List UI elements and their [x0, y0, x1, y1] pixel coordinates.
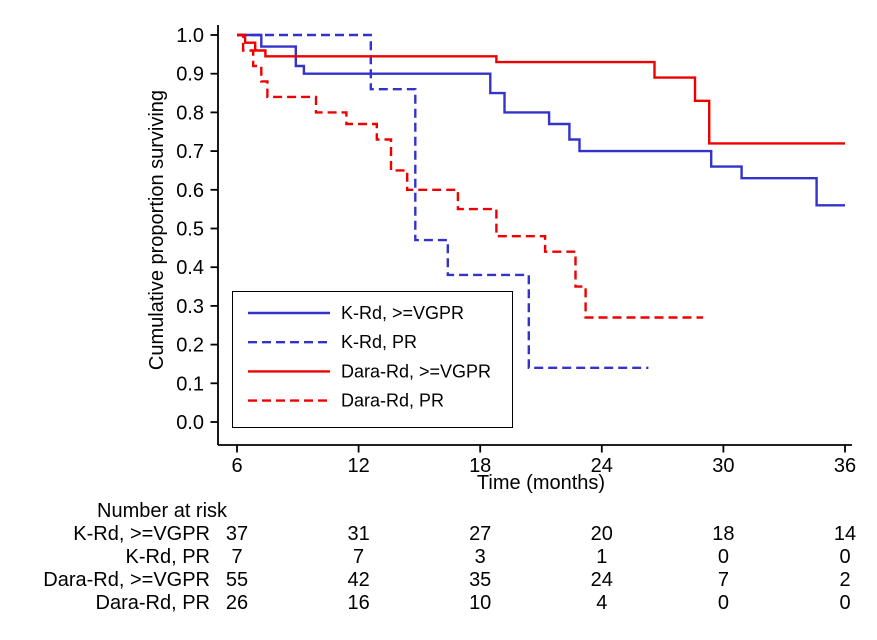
survival-curves-group [237, 33, 845, 369]
risk-count: 37 [225, 523, 249, 545]
risk-count: 35 [469, 569, 492, 591]
risk-count: 1 [596, 546, 608, 568]
risk-count: 7 [717, 569, 729, 591]
risk-count: 7 [231, 546, 243, 568]
risk-count: 10 [469, 592, 492, 614]
x-tick-label: 36 [834, 455, 856, 477]
y-axis-label: Cumulative proportion surviving [146, 90, 168, 370]
risk-count: 14 [833, 523, 857, 545]
x-tick-label: 24 [591, 455, 613, 477]
survival-curve [237, 33, 649, 369]
risk-count: 26 [225, 592, 249, 614]
risk-row-label: K-Rd, >=VGPR [73, 523, 210, 545]
y-tick-label: 0.3 [176, 296, 204, 318]
risk-count: 55 [225, 569, 249, 591]
y-tick-label: 0.0 [176, 412, 204, 434]
risk-row-label: Dara-Rd, >=VGPR [43, 569, 210, 591]
x-tick-label: 12 [347, 455, 369, 477]
x-tick-label: 30 [712, 455, 734, 477]
risk-count: 3 [474, 546, 486, 568]
legend-item-label: Dara-Rd, PR [341, 391, 444, 411]
risk-count: 0 [717, 546, 729, 568]
risk-count: 7 [353, 546, 365, 568]
legend-item-label: Dara-Rd, >=VGPR [341, 361, 491, 381]
risk-count: 4 [596, 592, 608, 614]
risk-table-title: Number at risk [97, 500, 228, 522]
risk-count: 0 [717, 592, 729, 614]
risk-count: 16 [347, 592, 370, 614]
y-tick-label: 1.0 [176, 25, 204, 47]
axes-group: 0.0 0.1 0.2 0.3 0.4 0.5 0.6 0.7 0.8 0.9 1.0 6 12 18 24… [176, 25, 856, 477]
y-tick-label: 0.4 [176, 257, 204, 279]
risk-count: 18 [712, 523, 735, 545]
y-tick-label: 0.9 [176, 64, 204, 86]
y-tick-label: 0.5 [176, 219, 204, 241]
risk-count: 27 [469, 523, 492, 545]
risk-count: 0 [839, 546, 851, 568]
risk-count: 31 [347, 523, 370, 545]
km-plot-svg: 0.0 0.1 0.2 0.3 0.4 0.5 0.6 0.7 0.8 0.9 1.0 6 12 18 24… [146, 25, 856, 494]
legend-item-label: K-Rd, PR [341, 332, 417, 352]
legend-group: K-Rd, >=VGPR K-Rd, PR Dara-Rd, >=VGPR Dara-… [232, 291, 513, 428]
y-tick-label: 0.1 [176, 373, 204, 395]
risk-count: 24 [590, 569, 613, 591]
survival-curve [237, 33, 845, 145]
x-axis-label: Time (months) [477, 472, 605, 494]
survival-curve [237, 33, 845, 207]
x-tick-label: 18 [469, 455, 491, 477]
risk-row-label: Dara-Rd, PR [95, 592, 210, 614]
risk-count: 20 [590, 523, 613, 545]
y-tick-label: 0.8 [176, 102, 204, 124]
risk-row-label: K-Rd, PR [125, 546, 210, 568]
risk-count: 0 [839, 592, 851, 614]
legend-item-label: K-Rd, >=VGPR [341, 303, 464, 323]
risk-count: 2 [839, 569, 851, 591]
y-tick-label: 0.2 [176, 335, 204, 357]
y-tick-label: 0.7 [176, 141, 204, 163]
y-tick-label: 0.6 [176, 180, 204, 202]
x-tick-label: 6 [231, 455, 242, 477]
risk-count: 42 [347, 569, 370, 591]
